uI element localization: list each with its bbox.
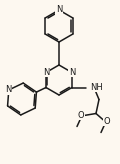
Text: N: N [43, 68, 49, 77]
Text: N: N [56, 6, 62, 14]
Text: O: O [78, 111, 84, 120]
Text: N: N [6, 85, 12, 94]
Text: NH: NH [90, 83, 103, 92]
Text: N: N [69, 68, 75, 77]
Text: O: O [104, 117, 110, 126]
